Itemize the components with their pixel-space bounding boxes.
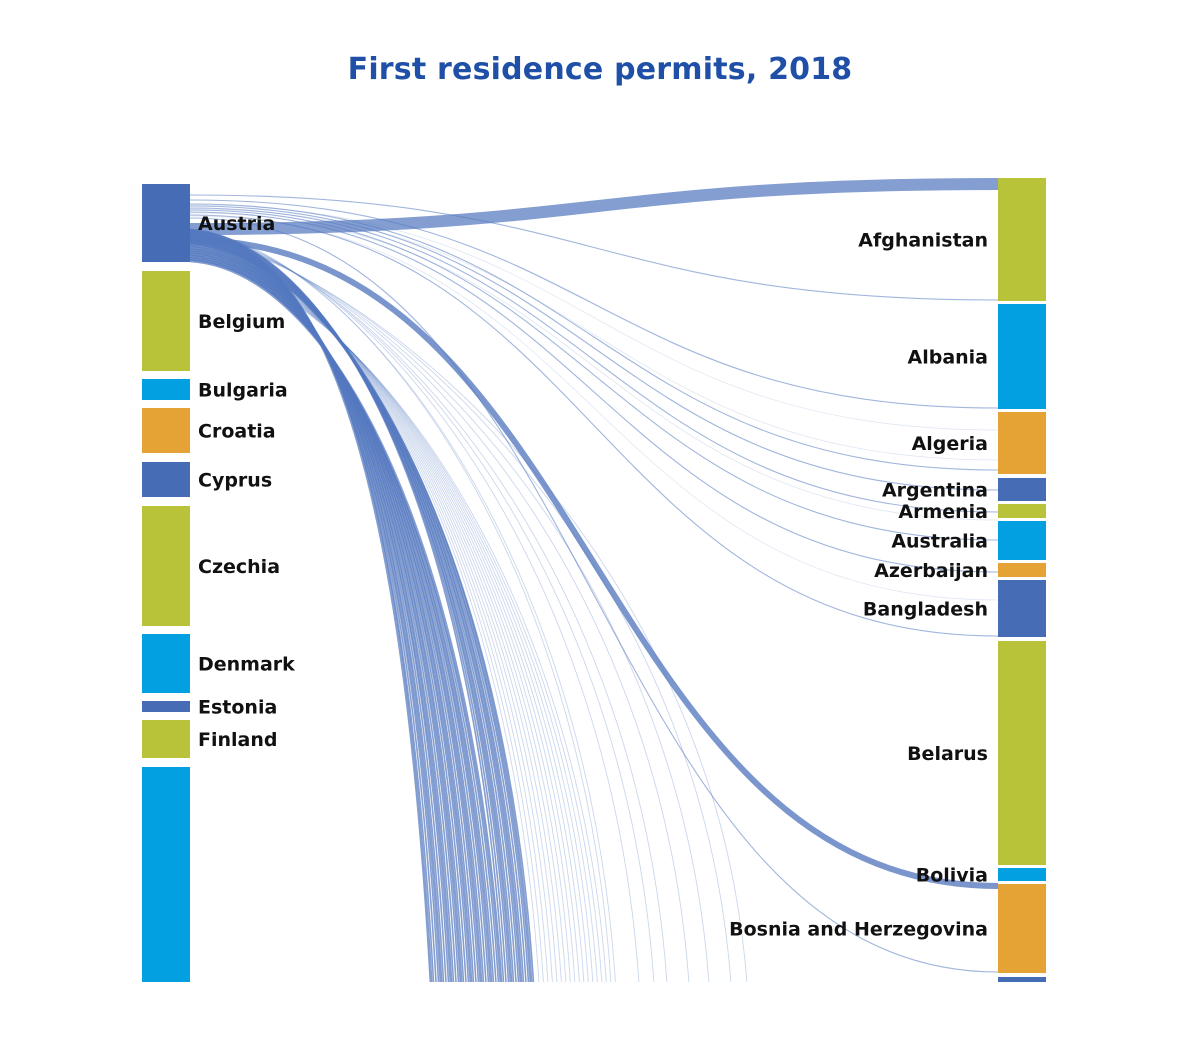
- node-label-armenia: Armenia: [898, 501, 988, 523]
- flow-link: [189, 214, 999, 637]
- flow-link: [189, 243, 540, 982]
- node-label-argentina: Argentina: [882, 480, 988, 502]
- flow-link: [189, 244, 544, 982]
- target-nodes: Afghanistan Albania Algeria ArgentinaArmeni…: [729, 178, 1046, 982]
- node-label-czechia: Czechia: [198, 556, 280, 578]
- flow-link: [189, 235, 690, 982]
- node-label-albania: Albania: [908, 347, 989, 369]
- flow-link: [189, 260, 607, 982]
- node-bar-afghanistan[interactable]: [998, 178, 1046, 301]
- flow-link: [189, 251, 571, 982]
- node-label-algeria: Algeria: [912, 433, 988, 455]
- flow-link: [189, 236, 710, 982]
- node-bar-belgium[interactable]: [142, 271, 190, 371]
- flow-link: [189, 257, 497, 982]
- node-label-finland: Finland: [198, 729, 277, 751]
- flow-link: [189, 249, 562, 982]
- flow-link: [189, 207, 999, 513]
- flow-link: [189, 178, 999, 235]
- flow-link: [189, 250, 567, 982]
- flow-link: [189, 194, 999, 301]
- node-bar-argentina[interactable]: [998, 478, 1046, 501]
- node-bar-austria[interactable]: [142, 184, 190, 262]
- node-label-bulgaria: Bulgaria: [198, 380, 288, 402]
- flow-link: [189, 254, 585, 982]
- node-label-denmark: Denmark: [198, 654, 295, 676]
- flow-link: [189, 238, 748, 982]
- flow-link: [189, 239, 455, 982]
- flow-link: [189, 204, 999, 431]
- flow-link: [189, 199, 999, 409]
- flow-link: [189, 212, 999, 521]
- flow-link: [189, 246, 549, 982]
- flow-link: [189, 229, 612, 982]
- flow-link: [189, 257, 594, 982]
- node-bar-bosnia-and-herzegovina[interactable]: [998, 884, 1046, 973]
- flow-link: [189, 231, 640, 982]
- node-label-estonia: Estonia: [198, 697, 277, 719]
- source-nodes: Austria Belgium Bulgaria Croatia Cyprus Czech…: [142, 184, 295, 982]
- flow-link: [189, 259, 503, 982]
- node-bar-bangladesh[interactable]: [998, 580, 1046, 637]
- flow-link: [189, 237, 999, 889]
- flow-link: [189, 203, 999, 471]
- flow-link: [189, 228, 433, 982]
- node-label-australia: Australia: [891, 531, 988, 553]
- node-label-cyprus: Cyprus: [198, 470, 272, 492]
- node-bar-bolivia[interactable]: [998, 868, 1046, 881]
- node-bar-albania[interactable]: [998, 304, 1046, 409]
- node-label-bangladesh: Bangladesh: [863, 599, 988, 621]
- flow-links: [189, 178, 999, 982]
- flow-link: [189, 232, 655, 982]
- node-bar-unlabeled-9[interactable]: [142, 767, 190, 982]
- node-bar-czechia[interactable]: [142, 506, 190, 626]
- flow-link: [189, 211, 999, 573]
- flow-link: [189, 230, 616, 982]
- flow-link: [189, 242, 535, 982]
- node-bar-estonia[interactable]: [142, 701, 190, 712]
- flow-link: [189, 255, 589, 982]
- flow-link: [189, 252, 576, 982]
- node-bar-armenia[interactable]: [998, 504, 1046, 518]
- node-label-azerbaijan: Azerbaijan: [874, 560, 988, 582]
- node-label-bosnia-and-herzegovina: Bosnia and Herzegovina: [729, 919, 988, 941]
- node-bar-denmark[interactable]: [142, 634, 190, 693]
- node-bar-croatia[interactable]: [142, 408, 190, 453]
- node-bar-belarus[interactable]: [998, 641, 1046, 865]
- flow-link: [189, 233, 668, 982]
- node-label-belarus: Belarus: [907, 743, 988, 765]
- flow-link: [189, 215, 999, 601]
- flow-link: [189, 259, 603, 982]
- node-label-croatia: Croatia: [198, 421, 276, 443]
- flow-link: [189, 217, 999, 973]
- node-bar-australia[interactable]: [998, 521, 1046, 560]
- node-bar-algeria[interactable]: [998, 412, 1046, 474]
- node-bar-finland[interactable]: [142, 720, 190, 758]
- flow-link: [189, 248, 558, 982]
- node-bar-azerbaijan[interactable]: [998, 563, 1046, 577]
- node-label-bolivia: Bolivia: [916, 865, 988, 887]
- node-bar-unlabeled-11[interactable]: [998, 977, 1046, 982]
- flow-link: [189, 247, 553, 982]
- flow-link: [189, 253, 580, 982]
- node-label-austria: Austria: [198, 213, 275, 235]
- node-bar-bulgaria[interactable]: [142, 379, 190, 400]
- node-label-afghanistan: Afghanistan: [858, 230, 988, 252]
- flow-link: [189, 258, 598, 982]
- flow-link: [189, 237, 732, 982]
- chart-title: First residence permits, 2018: [347, 52, 853, 87]
- node-label-belgium: Belgium: [198, 311, 285, 333]
- node-bar-cyprus[interactable]: [142, 462, 190, 497]
